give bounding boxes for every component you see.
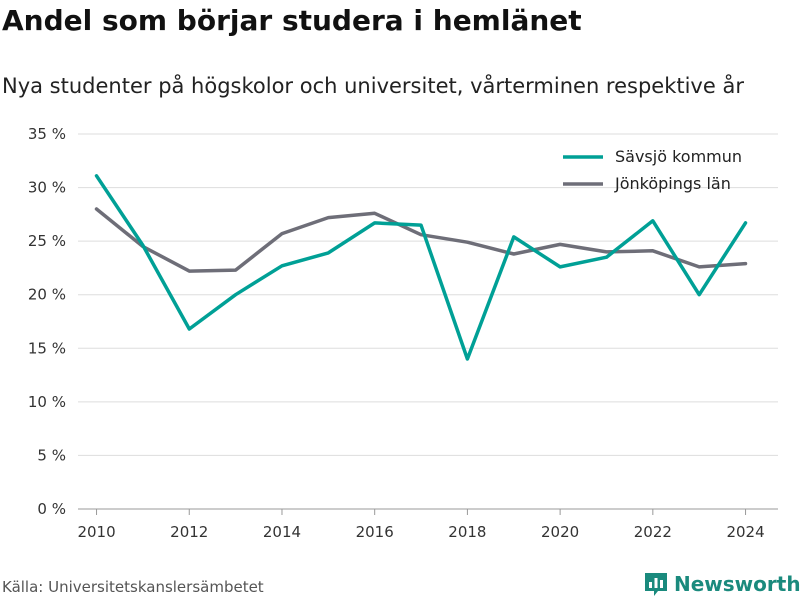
series-line-savsjo [94,174,748,361]
x-tick-label: 2022 [634,523,672,541]
y-tick-label: 5 % [37,446,66,464]
x-tick-label: 2014 [263,523,301,541]
axes: 0 % 5 % 10 % 15 % 20 % 25 % 30 % 35 % 2010 2012 20… [28,125,765,541]
y-tick-label: 10 % [28,393,66,411]
y-tick-label: 25 % [28,232,66,250]
y-tick-label: 15 % [28,339,66,357]
x-tick-label: 2024 [726,523,764,541]
y-tick-label: 0 % [37,500,66,518]
legend-label: Sävsjö kommun [615,147,742,166]
brand-logo: Newsworthy [644,570,800,598]
legend: Sävsjö kommun Jönköpings län [563,147,742,193]
y-tick-label: 35 % [28,125,66,143]
legend-label: Jönköpings län [614,174,731,193]
newsworthy-logo-icon [645,573,667,596]
series-lines [94,174,748,361]
y-tick-label: 30 % [28,179,66,197]
x-tick-label: 2016 [356,523,394,541]
x-tick-label: 2020 [541,523,579,541]
chart-subtitle: Nya studenter på högskolor och universit… [2,74,744,98]
x-tick-label: 2012 [170,523,208,541]
x-tick-label: 2018 [448,523,486,541]
x-tick-label: 2010 [77,523,115,541]
source-note: Källa: Universitetskanslersämbetet [2,578,264,596]
chart-title: Andel som börjar studera i hemlänet [2,4,582,37]
series-line-jonkoping [94,207,748,273]
gridlines [78,133,778,510]
brand-name: Newsworthy [674,572,800,596]
y-tick-label: 20 % [28,286,66,304]
